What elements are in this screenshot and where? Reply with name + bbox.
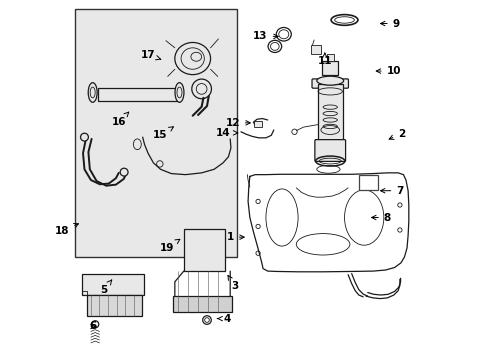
- FancyBboxPatch shape: [311, 79, 348, 88]
- Bar: [317, 84, 342, 150]
- Text: 7: 7: [380, 186, 403, 196]
- Text: 18: 18: [55, 224, 78, 236]
- Ellipse shape: [175, 42, 210, 75]
- Ellipse shape: [177, 87, 182, 98]
- Bar: [82, 274, 144, 295]
- Bar: [310, 45, 321, 54]
- Text: 15: 15: [153, 127, 173, 140]
- Ellipse shape: [175, 83, 183, 102]
- Text: 16: 16: [111, 112, 128, 127]
- Ellipse shape: [196, 84, 206, 94]
- Text: 19: 19: [160, 239, 180, 253]
- Ellipse shape: [120, 168, 128, 176]
- Bar: [86, 295, 142, 316]
- Bar: [326, 54, 333, 61]
- Text: 2: 2: [388, 129, 405, 139]
- Text: 11: 11: [317, 53, 331, 66]
- Text: 17: 17: [140, 50, 161, 60]
- Bar: [173, 296, 231, 312]
- Ellipse shape: [88, 83, 97, 102]
- Text: 8: 8: [371, 212, 390, 222]
- Text: 10: 10: [375, 66, 400, 76]
- FancyBboxPatch shape: [314, 140, 345, 161]
- Text: 4: 4: [217, 314, 230, 324]
- Bar: [254, 121, 262, 127]
- Text: 1: 1: [226, 232, 244, 242]
- Ellipse shape: [316, 76, 343, 85]
- Bar: [358, 175, 378, 190]
- Text: 5: 5: [100, 280, 112, 295]
- Bar: [183, 229, 224, 271]
- Bar: [322, 61, 337, 75]
- Text: 9: 9: [380, 18, 399, 28]
- Text: 12: 12: [225, 118, 250, 128]
- Ellipse shape: [90, 87, 95, 98]
- Bar: [98, 88, 176, 101]
- Text: 6: 6: [89, 321, 96, 332]
- Ellipse shape: [191, 79, 211, 99]
- Text: 14: 14: [216, 128, 237, 138]
- Bar: [75, 9, 237, 257]
- Text: 13: 13: [253, 31, 278, 41]
- Ellipse shape: [81, 133, 88, 141]
- Ellipse shape: [181, 48, 204, 69]
- Text: 3: 3: [227, 275, 238, 292]
